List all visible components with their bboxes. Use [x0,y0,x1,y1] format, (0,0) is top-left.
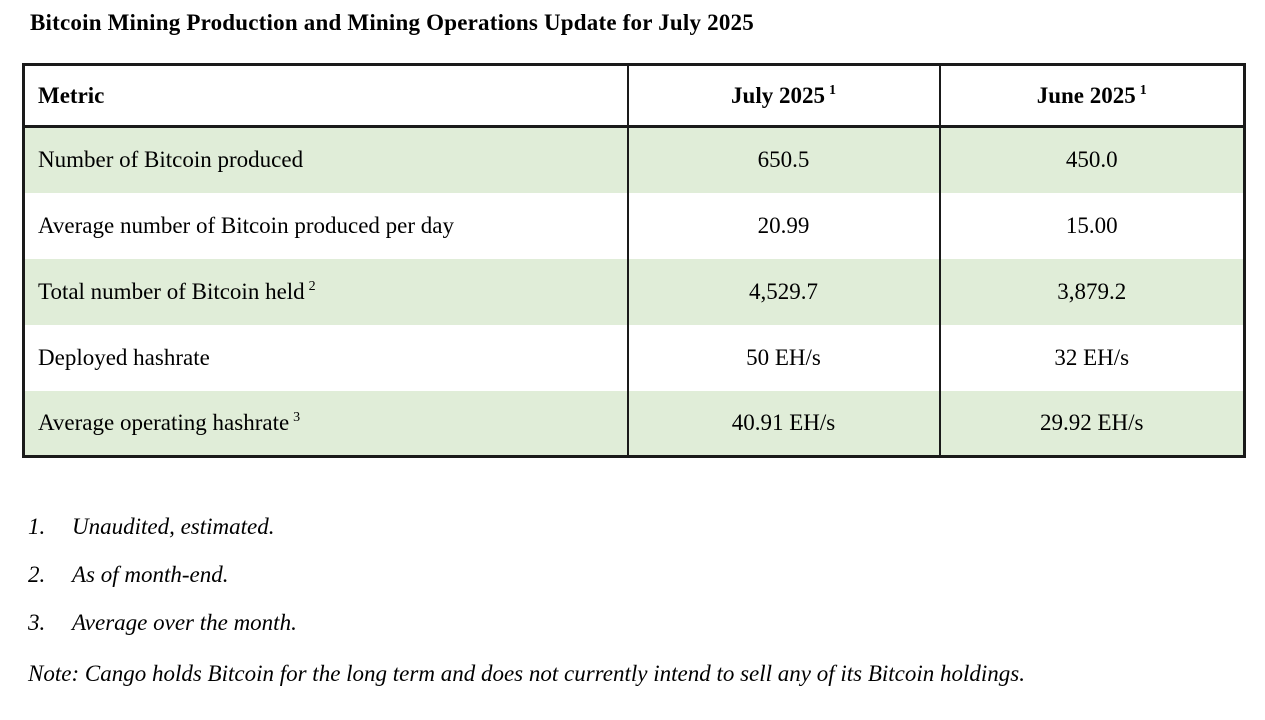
footnote-text: Unaudited, estimated. [72,514,275,539]
metric-cell: Average operating hashrate 3 [22,390,629,457]
column-header-june-2025: June 2025 1 [938,64,1246,128]
note-paragraph: Note: Cango holds Bitcoin for the long t… [28,661,1026,686]
footnote-text: Average over the month. [72,610,297,635]
header-label: Metric [38,82,105,108]
footnote-number: 3. [28,610,46,635]
footnote-number: 2. [28,562,46,587]
table-row: Average operating hashrate 3 40.91 EH/s 2… [22,390,1246,457]
table-row: Average number of Bitcoin produced per d… [22,192,1246,259]
footnotes-list: 1. Unaudited, estimated. 2. As of month-… [28,503,1243,647]
column-header-july-2025: July 2025 1 [626,64,941,128]
metric-cell: Number of Bitcoin produced [22,126,629,193]
page-title: Bitcoin Mining Production and Mining Ope… [30,10,754,35]
table-row: Total number of Bitcoin held 2 4,529.7 3,… [22,258,1246,325]
footnote-text: As of month-end. [72,562,229,587]
june-value-cell: 29.92 EH/s [938,390,1246,457]
july-value-cell: 4,529.7 [626,258,941,325]
metric-superscript: 3 [293,410,301,426]
june-value-cell: 15.00 [938,192,1246,259]
footnote-item: 1. Unaudited, estimated. [28,503,1243,551]
june-value-cell: 3,879.2 [938,258,1246,325]
header-label: June 2025 [1036,82,1136,108]
table-header-row: Metric July 2025 1 June 2025 1 [22,64,1246,128]
metric-label: Number of Bitcoin produced [38,147,304,173]
july-value-cell: 50 EH/s [626,324,941,391]
table-row: Number of Bitcoin produced 650.5 450.0 [22,126,1246,193]
column-header-metric: Metric [22,64,629,128]
metric-label: Average number of Bitcoin produced per d… [38,212,454,238]
july-value-cell: 40.91 EH/s [626,390,941,457]
metric-label: Average operating hashrate [38,409,290,435]
metric-superscript: 2 [308,278,316,294]
metrics-table: Metric July 2025 1 June 2025 1 Number of B… [22,63,1246,458]
metric-label: Total number of Bitcoin held [38,278,305,304]
header-label: July 2025 [731,82,825,108]
table-row: Deployed hashrate 50 EH/s 32 EH/s [22,324,1246,391]
footnote-number: 1. [28,514,46,539]
metric-cell: Deployed hashrate [22,324,629,391]
june-value-cell: 32 EH/s [938,324,1246,391]
header-superscript: 1 [1139,82,1147,98]
july-value-cell: 650.5 [626,126,941,193]
july-value-cell: 20.99 [626,192,941,259]
footnote-item: 3. Average over the month. [28,599,1243,647]
header-superscript: 1 [828,82,836,98]
metric-cell: Total number of Bitcoin held 2 [22,258,629,325]
metric-cell: Average number of Bitcoin produced per d… [22,192,629,259]
june-value-cell: 450.0 [938,126,1246,193]
metric-label: Deployed hashrate [38,344,210,370]
footnote-item: 2. As of month-end. [28,551,1243,599]
